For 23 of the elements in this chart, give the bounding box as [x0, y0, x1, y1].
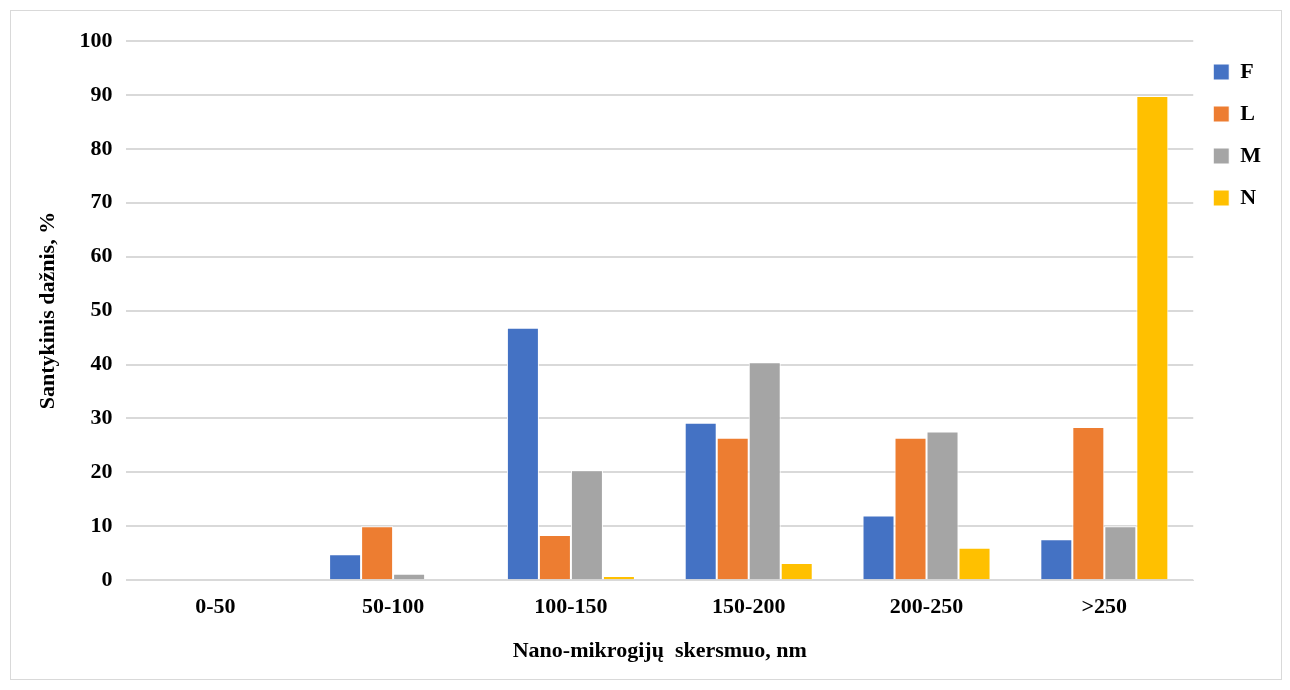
x-tick-label: 100-150: [534, 593, 608, 619]
x-tick-label: 0-50: [195, 593, 236, 619]
x-tick-label: >250: [1081, 593, 1128, 619]
x-tick-label: 50-100: [361, 593, 425, 619]
legend-label: L: [1240, 99, 1255, 125]
y-tick-label: 100: [79, 26, 113, 52]
x-tick-label: 150-200: [712, 593, 786, 619]
y-tick-label: 80: [90, 134, 113, 160]
y-tick-label: 60: [90, 242, 113, 268]
legend-label: M: [1240, 141, 1262, 167]
y-tick-label: 50: [90, 296, 113, 322]
y-tick-label: 70: [90, 188, 113, 214]
y-tick-label: 40: [90, 350, 113, 376]
y-tick-label: 10: [90, 511, 113, 537]
y-tick-label: 20: [90, 458, 113, 484]
x-axis-title: Nano-mikrogijų skersmuo, nm: [512, 637, 807, 663]
legend-label: N: [1240, 183, 1257, 209]
y-tick-label: 0: [101, 565, 113, 591]
y-tick-label: 90: [90, 80, 113, 106]
y-tick-label: 30: [90, 404, 113, 430]
x-tick-label: 200-250: [889, 593, 964, 619]
legend-label: F: [1240, 57, 1254, 83]
y-axis-title: Santykinis dažnis, %: [33, 211, 59, 410]
